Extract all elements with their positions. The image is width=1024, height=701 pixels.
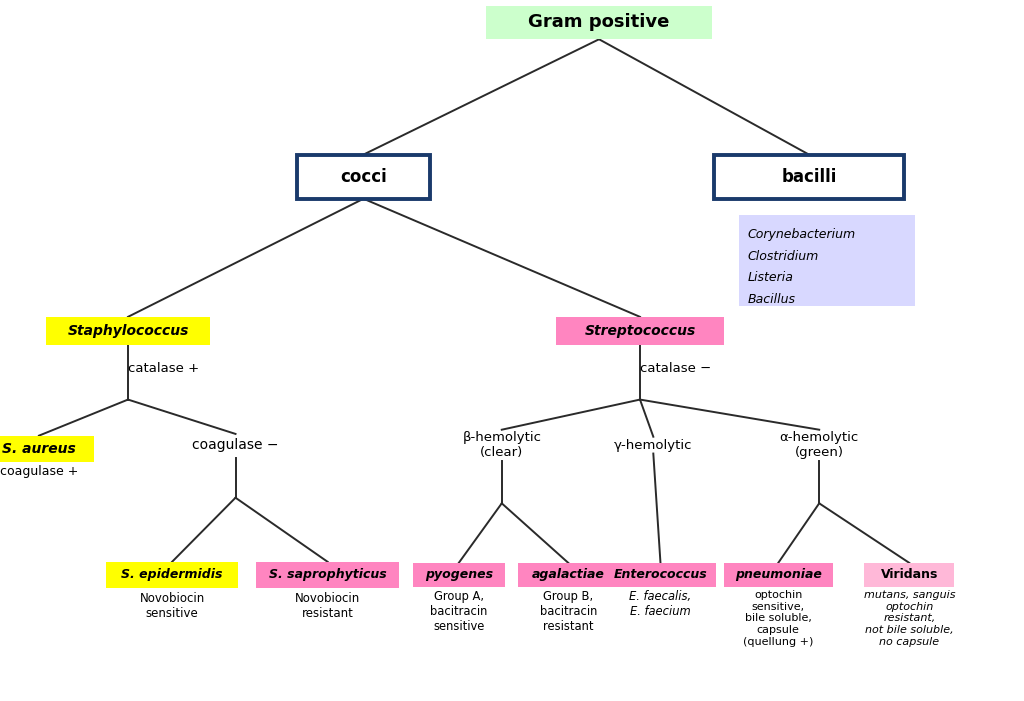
Text: Listeria: Listeria xyxy=(748,271,794,285)
Text: α-hemolytic
(green): α-hemolytic (green) xyxy=(779,431,859,459)
Text: β-hemolytic
(clear): β-hemolytic (clear) xyxy=(462,431,542,459)
Text: Bacillus: Bacillus xyxy=(748,293,796,306)
Text: γ-hemolytic: γ-hemolytic xyxy=(614,439,692,451)
Text: agalactiae: agalactiae xyxy=(531,569,605,581)
Text: mutans, sanguis
optochin
resistant,
not bile soluble,
no capsule: mutans, sanguis optochin resistant, not … xyxy=(863,590,955,646)
FancyBboxPatch shape xyxy=(256,562,399,587)
FancyBboxPatch shape xyxy=(739,215,915,306)
Text: cocci: cocci xyxy=(340,168,387,186)
Text: pyogenes: pyogenes xyxy=(425,569,493,581)
FancyBboxPatch shape xyxy=(864,563,954,587)
FancyBboxPatch shape xyxy=(724,563,833,587)
Text: optochin
sensitive,
bile soluble,
capsule
(quellung +): optochin sensitive, bile soluble, capsul… xyxy=(743,590,813,646)
FancyBboxPatch shape xyxy=(413,563,505,587)
Text: Novobiocin
resistant: Novobiocin resistant xyxy=(295,592,360,620)
FancyBboxPatch shape xyxy=(605,563,716,587)
Text: Gram positive: Gram positive xyxy=(528,13,670,32)
Text: Enterococcus: Enterococcus xyxy=(613,569,708,581)
FancyBboxPatch shape xyxy=(0,436,94,462)
Text: catalase −: catalase − xyxy=(640,362,712,376)
Text: pneumoniae: pneumoniae xyxy=(735,569,821,581)
Text: Novobiocin
sensitive: Novobiocin sensitive xyxy=(139,592,205,620)
FancyBboxPatch shape xyxy=(486,6,712,39)
Text: coagulase +: coagulase + xyxy=(0,465,78,478)
Text: Viridans: Viridans xyxy=(881,569,938,581)
Text: S. saprophyticus: S. saprophyticus xyxy=(269,569,386,581)
FancyBboxPatch shape xyxy=(715,154,904,199)
Text: Group A,
bacitracin
sensitive: Group A, bacitracin sensitive xyxy=(430,590,487,633)
Text: Corynebacterium: Corynebacterium xyxy=(748,228,856,241)
FancyBboxPatch shape xyxy=(518,563,618,587)
Text: S. aureus: S. aureus xyxy=(2,442,76,456)
Text: Staphylococcus: Staphylococcus xyxy=(68,324,188,338)
Text: Clostridium: Clostridium xyxy=(748,250,819,263)
Text: S. epidermidis: S. epidermidis xyxy=(121,569,223,581)
FancyBboxPatch shape xyxy=(555,317,725,345)
Text: coagulase −: coagulase − xyxy=(193,438,279,452)
Text: E. faecalis,
E. faecium: E. faecalis, E. faecium xyxy=(630,590,691,618)
Text: bacilli: bacilli xyxy=(781,168,837,186)
FancyBboxPatch shape xyxy=(106,562,238,587)
Text: catalase +: catalase + xyxy=(128,362,199,376)
Text: Streptococcus: Streptococcus xyxy=(585,324,695,338)
FancyBboxPatch shape xyxy=(46,317,210,345)
Text: Group B,
bacitracin
resistant: Group B, bacitracin resistant xyxy=(540,590,597,633)
FancyBboxPatch shape xyxy=(297,154,430,199)
